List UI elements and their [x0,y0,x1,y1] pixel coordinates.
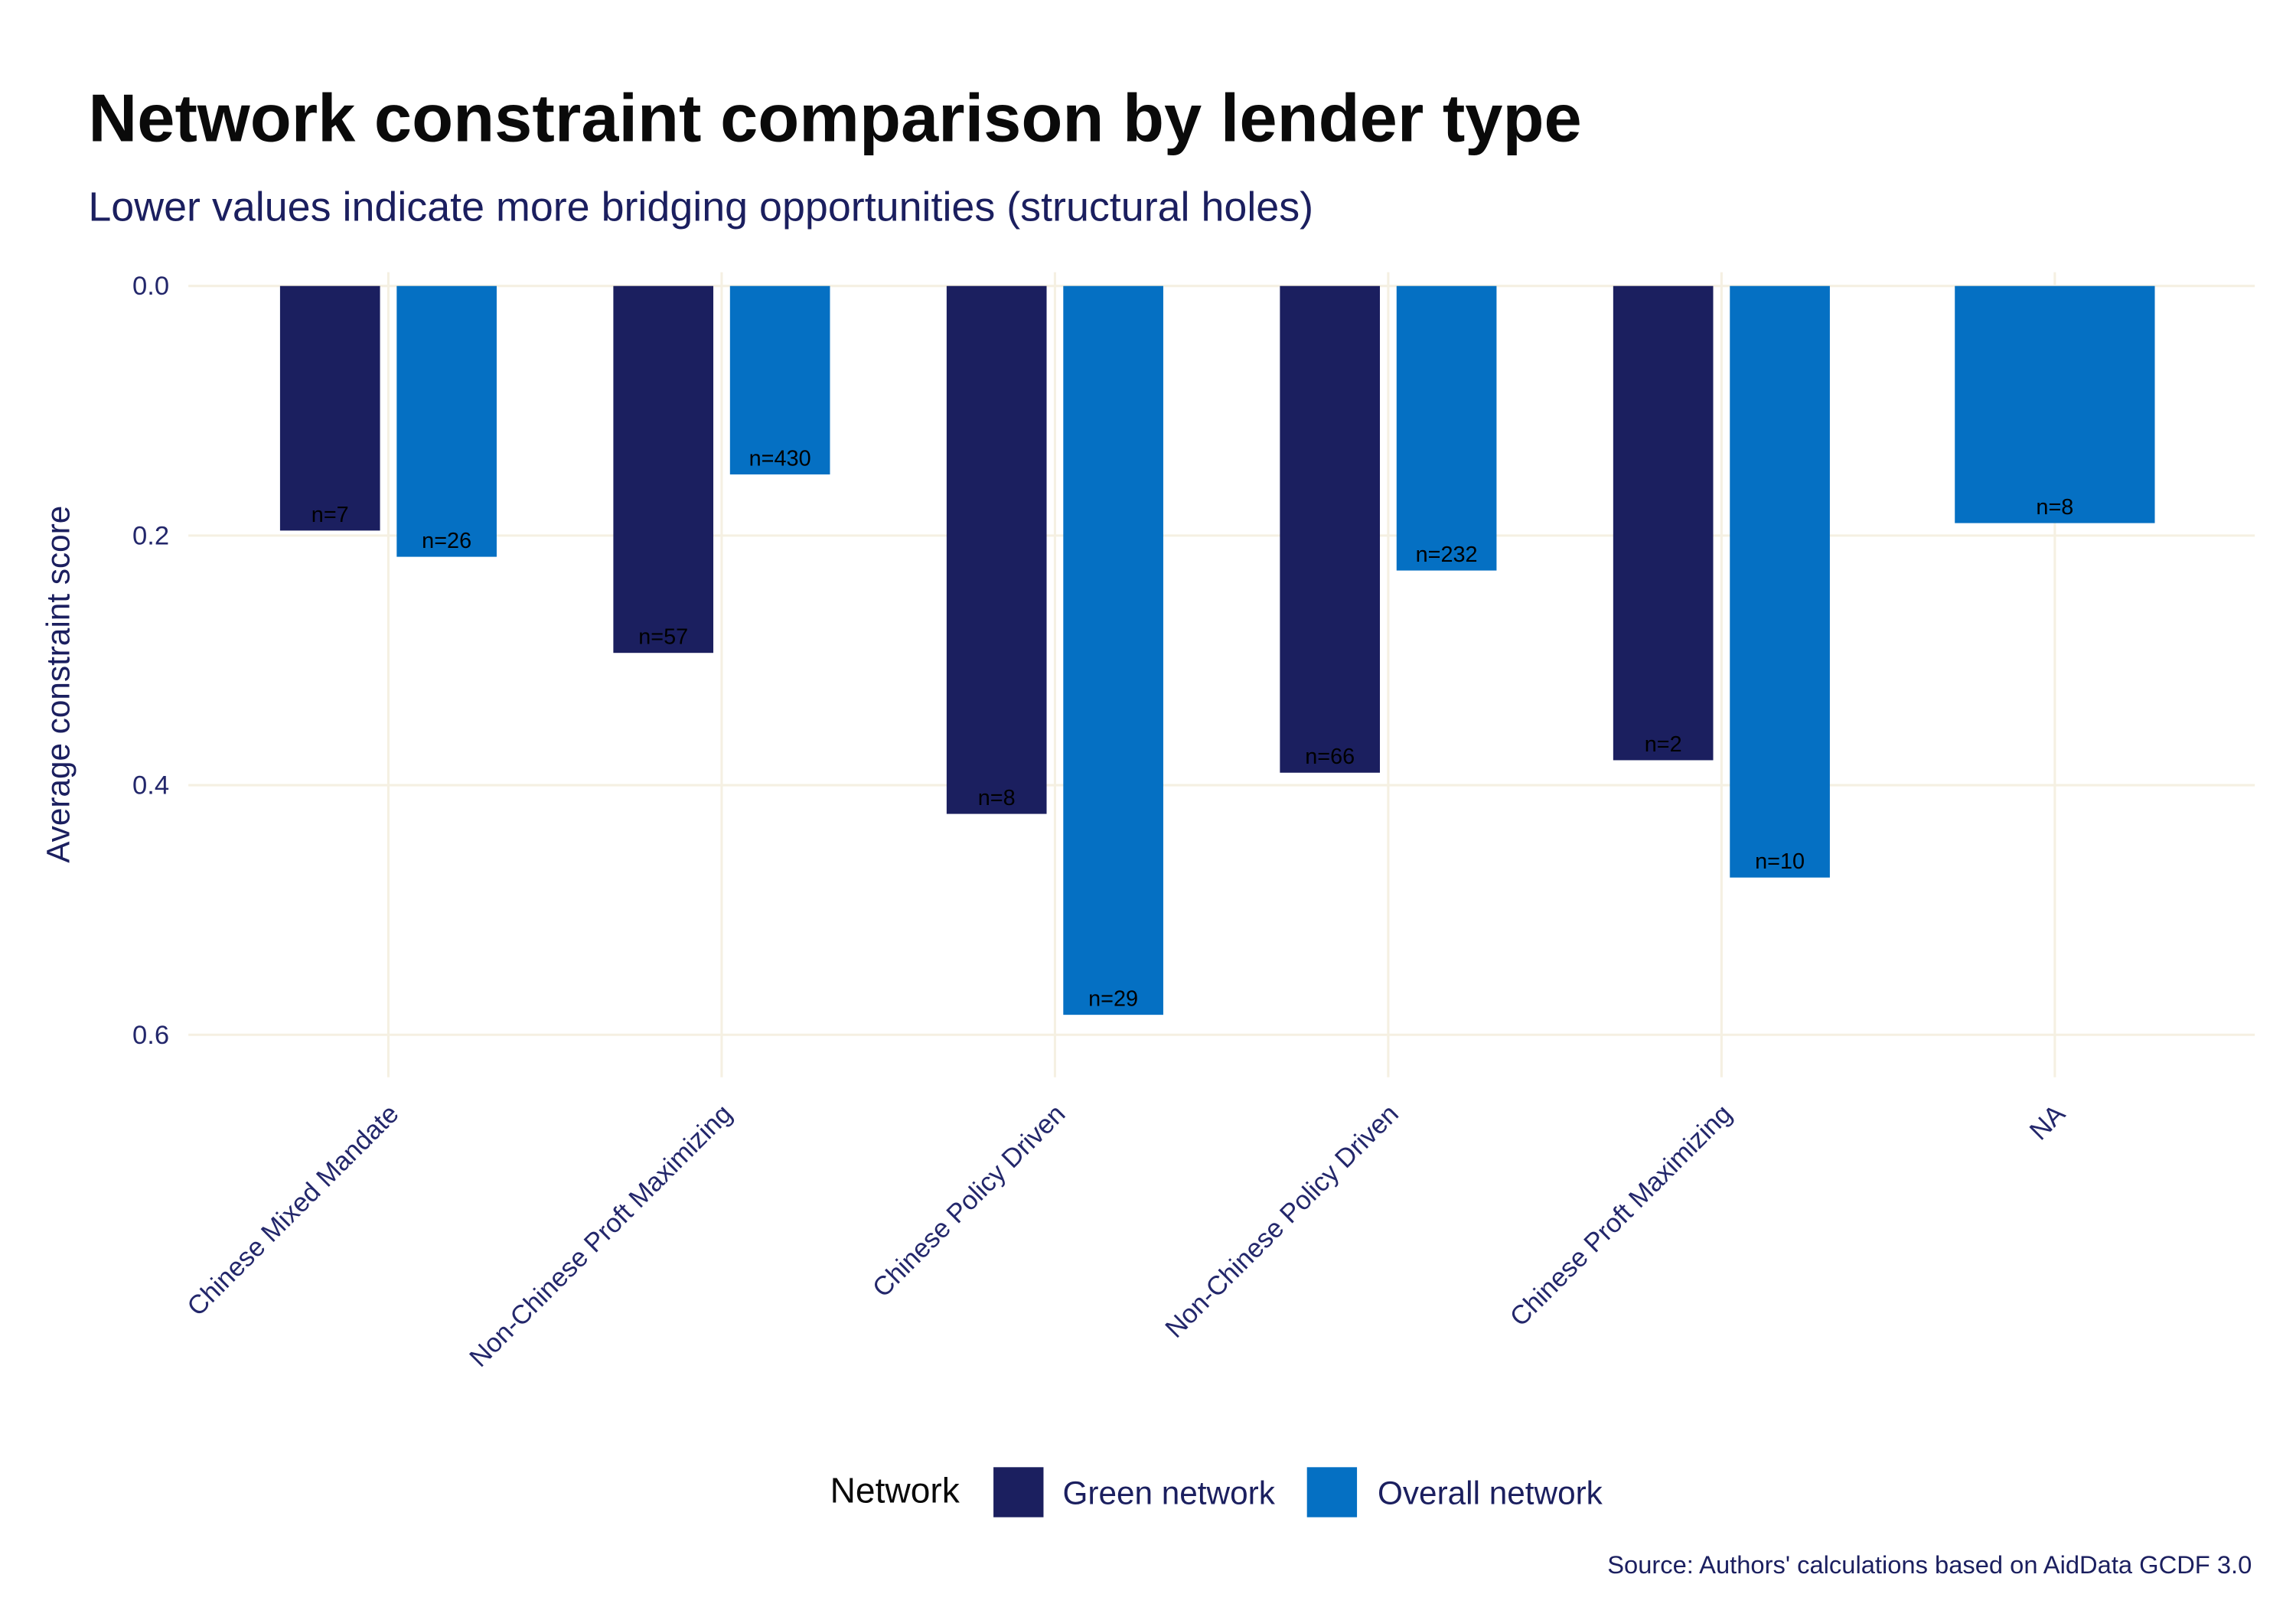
bar-overall-network-non-chinese-policy-driven [1396,285,1497,571]
legend-key-overall-network [1306,1467,1358,1517]
chart-title: Network constraint comparison by lender … [88,80,1581,156]
bar-green-network-chinese-mixed-mandate [279,285,380,531]
y-tick-label: 0.2 [132,521,169,550]
bar-label-green-network: n=2 [1645,732,1682,757]
bar-label-overall-network: n=10 [1755,849,1805,874]
gridlines [188,272,2255,1077]
bar-overall-network-non-chinese-proft-maximizing [729,285,830,474]
legend-label-overall-network: Overall network [1378,1475,1603,1511]
bar-label-green-network: n=66 [1305,745,1355,769]
bar-green-network-chinese-proft-maximizing [1613,285,1714,761]
legend-label-green-network: Green network [1062,1475,1275,1511]
legend-key-green-network [993,1467,1044,1517]
bar-label-overall-network: n=29 [1088,987,1138,1012]
legend-title: Network [830,1470,960,1510]
legend: Network Green network Overall network [830,1467,1603,1517]
chart-subtitle: Lower values indicate more bridging oppo… [88,184,1313,230]
y-axis-title: Average constraint score [40,506,76,863]
chart-caption: Source: Authors' calculations based on A… [1607,1550,2252,1579]
bars [279,285,2155,1015]
y-axis: 0.0 0.2 0.4 0.6 [132,272,169,1050]
y-tick-label: 0.4 [132,771,169,800]
bar-label-green-network: n=7 [311,503,349,527]
bar-label-green-network: n=57 [638,625,688,650]
bar-green-network-chinese-policy-driven [946,285,1047,814]
y-tick-label: 0.0 [132,272,169,301]
bar-overall-network-na [1955,285,2155,523]
bar-label-overall-network: n=26 [422,529,471,553]
bar-overall-network-chinese-mixed-mandate [396,285,497,557]
bar-label-overall-network: n=8 [2036,495,2073,520]
bar-label-green-network: n=8 [978,786,1016,810]
bar-green-network-non-chinese-proft-maximizing [613,285,714,654]
y-tick-label: 0.6 [132,1021,169,1050]
bar-overall-network-chinese-policy-driven [1063,285,1163,1015]
bar-label-overall-network: n=430 [749,446,811,471]
bar-labels: n=7 n=26 n=57 n=430 n=8 n=29 n=66 n=232 n=2 n=10 n… [311,446,2074,1011]
bar-green-network-non-chinese-policy-driven [1280,285,1381,773]
bar-overall-network-chinese-proft-maximizing [1730,285,1830,878]
bar-label-overall-network: n=232 [1416,543,1478,567]
